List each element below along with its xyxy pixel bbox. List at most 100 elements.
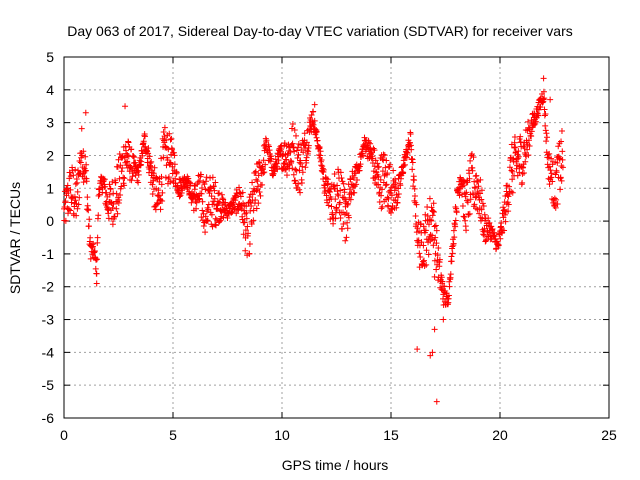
data-point [196,177,203,184]
data-point [204,217,211,224]
data-point [166,159,173,166]
data-point [395,190,402,197]
data-point [94,256,101,263]
data-point [559,148,566,155]
grid-lines [64,57,609,418]
data-point [365,139,372,146]
data-point [440,316,447,323]
data-point [199,207,206,214]
data-point [158,181,165,188]
data-point [168,135,175,142]
data-point [371,175,378,182]
data-point [341,189,348,196]
data-point [438,274,445,281]
data-point [187,180,194,187]
data-point [540,88,547,95]
data-point [204,217,211,224]
data-point [169,146,176,153]
data-point [109,204,116,211]
data-point [517,133,524,140]
data-point [85,223,92,230]
data-point [388,192,395,199]
data-point [159,197,166,204]
data-point [403,154,410,161]
data-point [526,142,533,149]
data-point [208,211,215,218]
data-point [338,175,345,182]
x-tick-label: 20 [492,427,508,443]
data-point [107,186,114,193]
data-point [451,234,458,241]
data-point [250,217,257,224]
data-point [318,162,325,169]
data-point [380,151,387,158]
data-point [397,182,404,189]
data-point [74,188,81,195]
data-point [506,164,513,171]
data-point [408,146,415,153]
data-point [74,179,81,186]
data-point [453,209,460,216]
data-point [289,140,296,147]
data-point [514,172,521,179]
data-point [165,174,172,181]
data-point [511,139,518,146]
data-point [117,191,124,198]
data-point [556,155,563,162]
data-point [414,225,421,232]
data-point [155,200,162,207]
data-point [472,173,479,180]
data-point [176,193,183,200]
data-point [91,248,98,255]
data-point [129,173,136,180]
data-point [379,203,386,210]
data-point [506,183,513,190]
data-point [215,200,222,207]
data-point [340,194,347,201]
data-point [378,186,385,193]
data-point [374,164,381,171]
data-point [346,186,353,193]
data-point [378,192,385,199]
data-point [161,133,168,140]
data-point [252,196,259,203]
data-point [411,185,418,192]
y-tick-label: -5 [42,377,55,393]
data-point [500,204,507,211]
data-point [505,201,512,208]
data-point [297,160,304,167]
data-point [449,250,456,257]
data-point [407,131,414,138]
data-point [296,167,303,174]
data-point [303,154,310,161]
data-point [218,191,225,198]
data-point [384,194,391,201]
data-point [340,220,347,227]
data-point [233,210,240,217]
data-point [288,158,295,165]
data-point [213,205,220,212]
y-axis-label: SDTVAR / TECUs [7,182,23,294]
data-point [287,149,294,156]
data-point [391,187,398,194]
data-point [87,234,94,241]
data-point [347,176,354,183]
data-point [430,200,437,207]
data-point [347,196,354,203]
data-point [121,182,128,189]
data-point [212,221,219,228]
data-point [294,144,301,151]
data-point [479,200,486,207]
data-point [332,215,339,222]
data-point [486,219,493,226]
data-point [262,161,269,168]
data-point [525,118,532,125]
data-point [268,155,275,162]
data-point [445,292,452,299]
data-point [103,189,110,196]
data-point [334,191,341,198]
data-point [432,222,439,229]
data-point [93,256,100,263]
data-point [468,151,475,158]
data-point [461,190,468,197]
